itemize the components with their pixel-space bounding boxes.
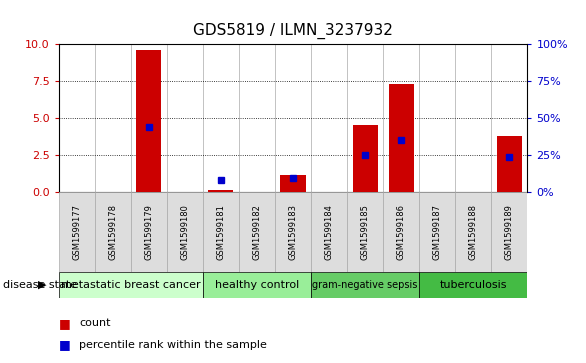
Text: GSM1599183: GSM1599183 [288, 204, 298, 260]
Text: GSM1599177: GSM1599177 [72, 204, 81, 260]
Bar [419, 272, 527, 298]
Text: tuberculosis: tuberculosis [440, 280, 507, 290]
Bar [239, 192, 275, 272]
Text: metastatic breast cancer: metastatic breast cancer [61, 280, 200, 290]
Text: GSM1599187: GSM1599187 [432, 204, 442, 260]
Bar [167, 192, 203, 272]
Text: percentile rank within the sample: percentile rank within the sample [79, 340, 267, 350]
Bar [389, 84, 414, 192]
Text: GSM1599179: GSM1599179 [144, 204, 154, 260]
Text: healthy control: healthy control [215, 280, 299, 290]
Bar [383, 192, 419, 272]
Text: disease state: disease state [3, 280, 77, 290]
Bar [311, 272, 419, 298]
Bar [136, 49, 161, 192]
Text: ■: ■ [59, 317, 70, 330]
Text: GSM1599185: GSM1599185 [360, 204, 370, 260]
Bar [280, 175, 306, 192]
Text: GSM1599188: GSM1599188 [469, 204, 478, 260]
Bar [59, 192, 95, 272]
Bar [275, 192, 311, 272]
Bar [497, 136, 522, 192]
Bar [455, 192, 491, 272]
Text: GSM1599178: GSM1599178 [108, 204, 117, 260]
Bar [208, 190, 233, 192]
Bar [491, 192, 527, 272]
Bar [353, 125, 378, 192]
Bar [59, 272, 203, 298]
Text: GSM1599186: GSM1599186 [397, 204, 406, 260]
Bar [203, 192, 239, 272]
Title: GDS5819 / ILMN_3237932: GDS5819 / ILMN_3237932 [193, 23, 393, 40]
Text: ▶: ▶ [38, 280, 47, 290]
Text: GSM1599181: GSM1599181 [216, 204, 226, 260]
Text: GSM1599189: GSM1599189 [505, 204, 514, 260]
Bar [311, 192, 347, 272]
Text: gram-negative sepsis: gram-negative sepsis [312, 280, 418, 290]
Text: GSM1599180: GSM1599180 [180, 204, 189, 260]
Text: GSM1599184: GSM1599184 [325, 204, 333, 260]
Bar [131, 192, 167, 272]
Bar [419, 192, 455, 272]
Text: ■: ■ [59, 338, 70, 351]
Text: count: count [79, 318, 111, 328]
Text: GSM1599182: GSM1599182 [253, 204, 261, 260]
Bar [203, 272, 311, 298]
Bar [347, 192, 383, 272]
Bar [95, 192, 131, 272]
